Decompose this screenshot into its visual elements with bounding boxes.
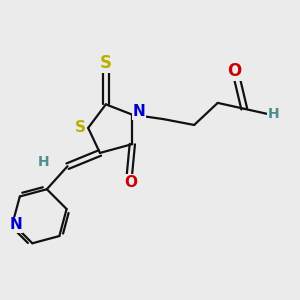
Text: H: H	[38, 155, 50, 169]
Text: N: N	[9, 218, 22, 232]
Text: H: H	[268, 107, 280, 121]
Text: O: O	[124, 175, 137, 190]
Text: O: O	[227, 62, 242, 80]
Text: S: S	[100, 54, 112, 72]
Text: N: N	[132, 104, 145, 119]
Text: S: S	[75, 120, 86, 135]
